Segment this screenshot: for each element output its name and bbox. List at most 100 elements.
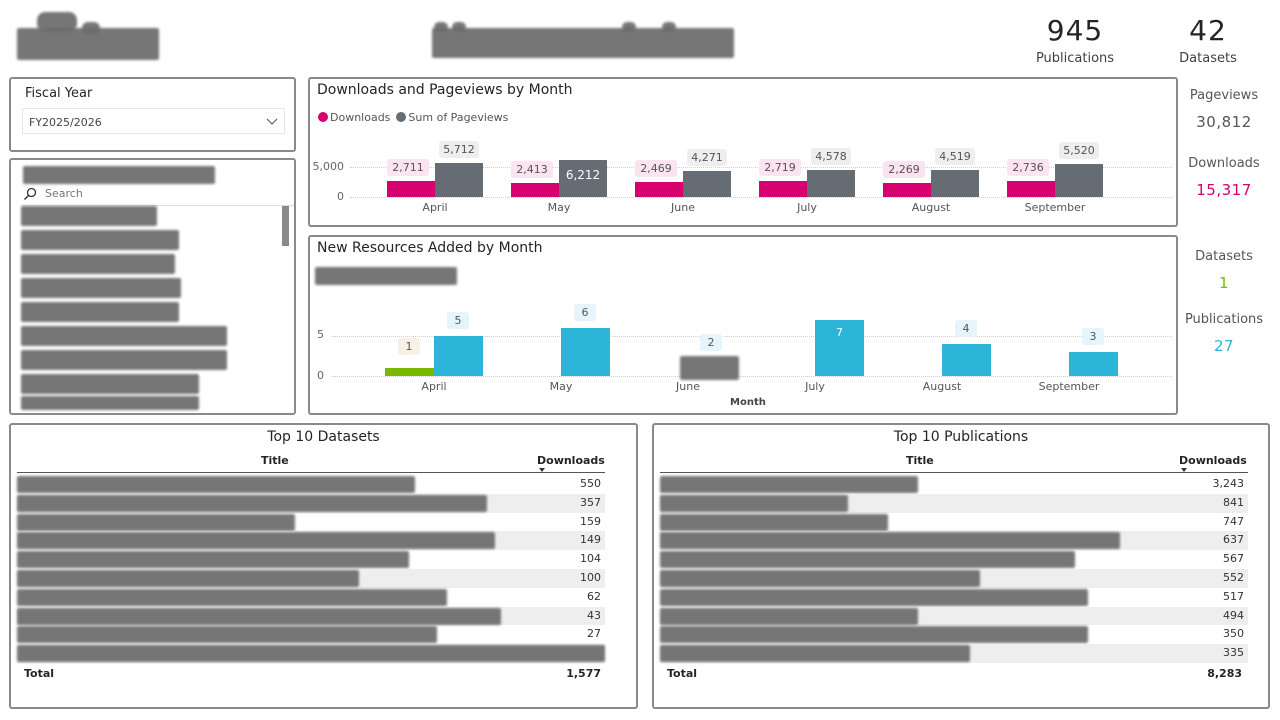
cell-title[interactable] — [17, 607, 501, 625]
cell-downloads: 494 — [1223, 608, 1244, 622]
column-header-title[interactable]: Title — [261, 454, 289, 467]
bar-pageviews[interactable] — [807, 170, 855, 197]
list-item[interactable] — [21, 230, 179, 250]
side-kpi-new-datasets-label: Datasets — [1195, 249, 1253, 264]
side-kpi-new-publications: Publications 27 — [1174, 312, 1274, 355]
bar-downloads[interactable] — [511, 183, 559, 197]
fiscal-year-dropdown[interactable]: FY2025/2026 — [22, 108, 285, 134]
bar-pageviews[interactable] — [931, 170, 979, 197]
table-row[interactable]: 357 — [17, 493, 605, 513]
bar-publications[interactable] — [815, 320, 864, 376]
bar-pageviews[interactable] — [435, 163, 483, 197]
cell-title[interactable] — [17, 588, 447, 606]
y-tick: 0 — [317, 369, 324, 382]
cell-title[interactable] — [660, 494, 848, 512]
bar-downloads[interactable] — [635, 182, 683, 197]
fiscal-year-label: Fiscal Year — [25, 86, 93, 101]
bar-publications[interactable] — [680, 356, 739, 380]
column-header-title[interactable]: Title — [906, 454, 934, 467]
kpi-datasets-label: Datasets — [1179, 51, 1237, 66]
bar-publications[interactable] — [434, 336, 483, 376]
bar-pageviews[interactable] — [1055, 164, 1103, 197]
gridline — [350, 197, 1172, 198]
side-kpi-new-datasets-value: 1 — [1218, 274, 1230, 292]
y-tick: 0 — [337, 190, 344, 203]
cell-downloads: 100 — [580, 571, 601, 584]
cell-title[interactable] — [17, 532, 495, 550]
bar-downloads[interactable] — [759, 181, 807, 197]
gridline — [332, 336, 1172, 337]
table-row[interactable]: 62 — [17, 588, 605, 607]
legend-pageviews[interactable]: Sum of Pageviews — [396, 111, 508, 124]
bar-publications[interactable] — [1069, 352, 1118, 376]
list-item[interactable] — [21, 396, 199, 410]
table-row[interactable]: 149 — [17, 531, 605, 551]
table-row[interactable]: 637 — [660, 531, 1248, 551]
side-kpi-new-publications-label: Publications — [1184, 312, 1264, 327]
bar-publications[interactable] — [942, 344, 991, 376]
cell-title[interactable] — [660, 513, 888, 531]
y-tick: 5,000 — [312, 160, 345, 173]
side-kpi-pageviews-value: 30,812 — [1196, 113, 1252, 131]
table-row[interactable] — [17, 644, 605, 663]
table-row[interactable]: 350 — [660, 625, 1248, 644]
table-row[interactable]: 841 — [660, 493, 1248, 513]
bar-datasets[interactable] — [385, 368, 434, 376]
table-row[interactable]: 100 — [17, 569, 605, 588]
list-item[interactable] — [21, 302, 179, 322]
cell-title[interactable] — [660, 570, 980, 587]
bar-downloads[interactable] — [387, 181, 435, 197]
cell-title[interactable] — [17, 513, 295, 531]
list-item[interactable] — [21, 326, 227, 346]
bar-downloads[interactable] — [1007, 181, 1055, 197]
table-row[interactable]: 159 — [17, 513, 605, 532]
table-row[interactable]: 43 — [17, 606, 605, 626]
cell-title[interactable] — [660, 607, 918, 625]
column-header-downloads[interactable]: Downloads — [1179, 454, 1247, 467]
list-item[interactable] — [21, 374, 199, 394]
cell-title[interactable] — [660, 645, 970, 663]
cell-title[interactable] — [660, 626, 1088, 644]
cell-title[interactable] — [17, 570, 359, 587]
list-item[interactable] — [21, 278, 181, 298]
list-item[interactable] — [21, 206, 157, 226]
kpi-publications: 945 Publications — [1030, 14, 1120, 66]
table-row[interactable]: 494 — [660, 606, 1248, 626]
cell-title[interactable] — [17, 626, 437, 644]
table-row[interactable]: 552 — [660, 569, 1248, 588]
column-header-downloads[interactable]: Downloads — [537, 454, 605, 467]
bar-downloads[interactable] — [883, 183, 931, 197]
cell-title[interactable] — [17, 645, 605, 663]
x-tick: April — [422, 201, 448, 214]
chart-title: Downloads and Pageviews by Month — [317, 82, 573, 98]
table-row[interactable]: 550 — [17, 475, 605, 494]
bar-publications[interactable] — [561, 328, 610, 376]
table-row[interactable]: 517 — [660, 588, 1248, 607]
cell-title[interactable] — [660, 476, 918, 493]
table-row[interactable]: 335 — [660, 644, 1248, 663]
list-scrollbar[interactable] — [282, 206, 289, 246]
x-axis-title: Month — [730, 397, 766, 408]
table-row[interactable]: 567 — [660, 550, 1248, 569]
data-label: 1 — [398, 338, 420, 355]
cell-title[interactable] — [17, 476, 415, 493]
legend-downloads[interactable]: Downloads — [318, 111, 390, 124]
table-row[interactable]: 3,243 — [660, 475, 1248, 494]
bar-pageviews[interactable] — [683, 171, 731, 197]
bar-pageviews[interactable] — [559, 160, 607, 197]
data-label: 4,271 — [687, 149, 727, 166]
table-row[interactable]: 27 — [17, 625, 605, 644]
list-slicer — [9, 158, 296, 415]
cell-title[interactable] — [660, 532, 1120, 550]
cell-title[interactable] — [660, 551, 1075, 569]
list-item[interactable] — [21, 254, 175, 274]
table-row[interactable]: 104 — [17, 550, 605, 569]
data-label: 2,711 — [387, 159, 429, 176]
cell-title[interactable] — [660, 588, 1088, 606]
data-label: 7 — [836, 326, 843, 339]
list-item[interactable] — [21, 350, 227, 370]
cell-title[interactable] — [17, 494, 487, 512]
cell-title[interactable] — [17, 551, 409, 569]
search-input[interactable] — [45, 187, 245, 200]
table-row[interactable]: 747 — [660, 513, 1248, 532]
